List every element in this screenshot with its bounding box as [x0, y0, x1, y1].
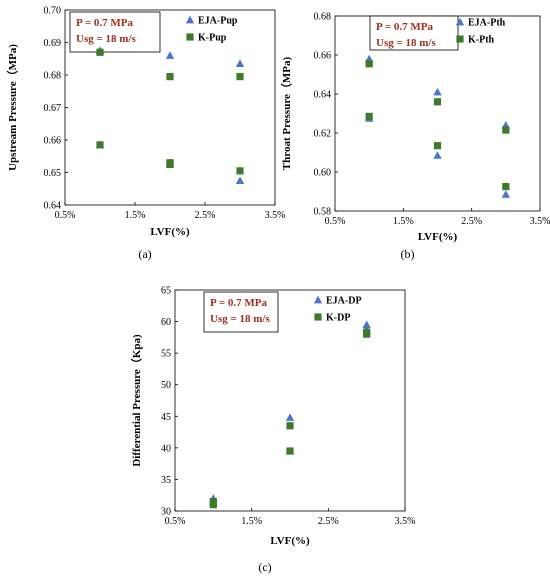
annotation-text: P = 0.7 MPa — [210, 297, 267, 309]
x-tick-label: 1.5% — [125, 210, 146, 221]
x-tick-label: 0.5% — [165, 516, 186, 527]
annotation-box — [203, 291, 279, 333]
legend-label: EJA-Pup — [198, 16, 238, 27]
data-point-triangle — [235, 59, 245, 67]
y-tick-label: 30 — [161, 507, 171, 518]
x-tick-label: 1.5% — [393, 216, 414, 227]
y-tick-label: 0.66 — [314, 51, 332, 62]
x-tick-label: 3.5% — [265, 210, 286, 221]
annotation-text: P = 0.7 MPa — [76, 17, 133, 29]
data-point-square — [502, 183, 510, 191]
data-point-square — [166, 159, 174, 167]
y-tick-label: 0.68 — [44, 71, 62, 82]
data-point-triangle — [433, 151, 442, 159]
data-point-triangle — [433, 87, 442, 96]
y-axis-title: Differential Pressure（Kpa) — [130, 334, 143, 467]
legend-label: EJA-Pth — [468, 18, 506, 29]
x-tick-label: 0.5% — [325, 216, 346, 227]
data-point-square — [96, 141, 104, 149]
x-axis-title: LVF(%) — [270, 535, 310, 547]
y-tick-label: 0.70 — [44, 6, 62, 17]
x-tick-label: 1.5% — [241, 516, 262, 527]
x-tick-label: 2.5% — [461, 216, 482, 227]
data-point-square — [502, 126, 510, 134]
legend-square-marker — [186, 33, 194, 41]
annotation-box — [69, 11, 161, 53]
data-point-square — [236, 167, 244, 175]
x-axis-title: LVF(%) — [418, 231, 458, 243]
y-tick-label: 0.65 — [44, 168, 62, 179]
y-tick-label: 0.64 — [44, 201, 62, 212]
annotation-text: Usg = 18 m/s — [376, 37, 436, 49]
annotation-box — [369, 15, 459, 51]
y-tick-label: 0.62 — [314, 129, 332, 140]
x-axis-title: LVF(%) — [150, 226, 190, 238]
legend-square-marker — [456, 35, 464, 43]
data-point-triangle — [501, 190, 511, 198]
y-tick-label: 0.58 — [314, 207, 332, 218]
chart-panel-c: 30 35 40 45 50 55 60 65 0.5% 1.5% 2.5% 3.5% LVF(%) Di… — [130, 286, 415, 575]
chart-panel-b: 0.58 0.60 0.62 0.64 0.66 0.68 0.5% 1.5% 2.5% 3.5%… — [280, 12, 550, 262]
y-tick-label: 45 — [161, 412, 171, 423]
x-tick-label: 3.5% — [395, 516, 416, 527]
legend-label: K-DP — [326, 313, 350, 324]
data-point-square — [365, 112, 373, 121]
annotation-text: Usg = 18 m/s — [76, 33, 136, 45]
y-tick-label: 0.67 — [44, 103, 62, 114]
annotation-text: Usg = 18 m/s — [210, 313, 270, 325]
y-tick-label: 60 — [161, 317, 171, 328]
legend-label: EJA-DP — [326, 296, 362, 307]
y-tick-label: 55 — [161, 349, 171, 360]
legend-label: K-Pup — [198, 33, 227, 44]
data-point-triangle — [362, 320, 371, 329]
y-tick-label: 0.66 — [44, 136, 62, 147]
data-point-square — [433, 142, 442, 150]
x-tick-label: 0.5% — [55, 210, 76, 221]
data-point-triangle — [285, 413, 295, 421]
data-point-square — [286, 422, 294, 430]
y-tick-label: 50 — [161, 380, 171, 391]
x-tick-label: 3.5% — [530, 216, 550, 227]
legend-triangle-marker — [455, 17, 465, 26]
panel-caption: (c) — [258, 560, 271, 574]
plot-frame — [174, 289, 406, 512]
y-tick-label: 65 — [161, 286, 171, 297]
chart-panel-a: 0.64 0.65 0.66 0.67 0.68 0.69 0.70 0.5% 1.5% 2.5%… — [6, 6, 285, 262]
data-point-triangle — [235, 176, 245, 184]
data-point-square — [363, 328, 371, 336]
legend-triangle-marker — [185, 15, 195, 24]
y-axis-title: Upstream Pressure（MPa) — [6, 44, 19, 171]
y-tick-label: 40 — [161, 443, 171, 454]
y-tick-label: 0.68 — [314, 12, 332, 23]
y-tick-label: 0.64 — [314, 90, 332, 101]
panel-caption: (a) — [138, 247, 151, 261]
legend-triangle-marker — [313, 295, 323, 304]
data-point-square — [96, 48, 104, 56]
data-point-square — [433, 98, 442, 106]
y-tick-label: 0.69 — [44, 38, 62, 49]
y-tick-label: 35 — [161, 475, 171, 486]
data-point-square — [166, 73, 174, 81]
x-tick-label: 2.5% — [195, 210, 216, 221]
annotation-text: P = 0.7 MPa — [376, 21, 433, 33]
legend-label: K-Pth — [468, 35, 495, 46]
legend-square-marker — [314, 313, 322, 321]
panel-caption: (b) — [401, 247, 415, 261]
y-tick-label: 0.60 — [314, 168, 332, 179]
data-point-triangle — [165, 51, 175, 59]
y-axis-title: Throat Pressure（MPa) — [280, 56, 293, 170]
data-point-square — [209, 501, 217, 509]
data-point-square — [236, 73, 244, 81]
data-point-square — [365, 60, 373, 68]
x-tick-label: 2.5% — [318, 516, 339, 527]
data-point-square — [286, 447, 294, 455]
